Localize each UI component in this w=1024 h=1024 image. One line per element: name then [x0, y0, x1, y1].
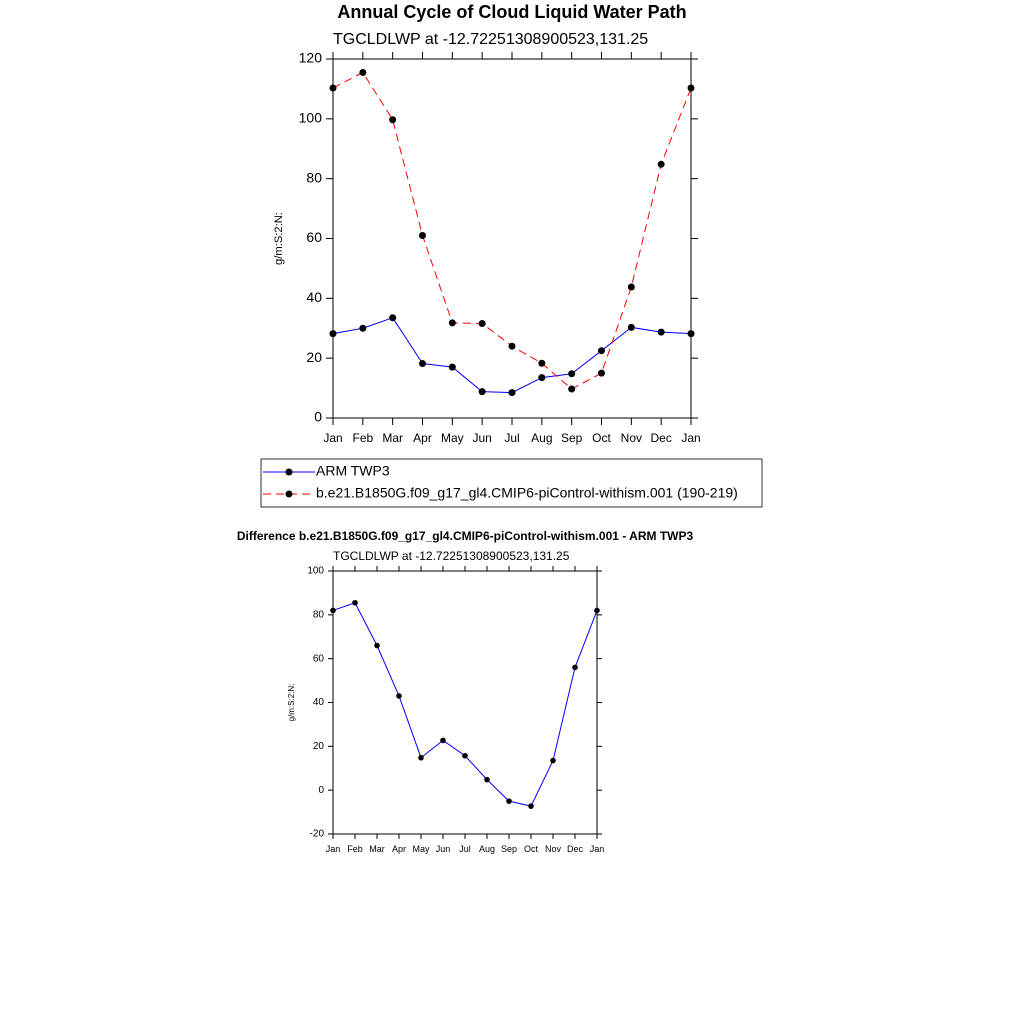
y-tick-label: 40: [313, 697, 325, 708]
plot-frame: [332, 570, 598, 835]
y-tick-label: 0: [314, 409, 322, 425]
x-tick-label: Jun: [436, 844, 451, 854]
y-tick-label: 80: [306, 169, 322, 185]
x-tick-label: Aug: [531, 431, 552, 445]
y-axis-label: g/m:S:2:N:: [287, 684, 296, 722]
chart-title: Annual Cycle of Cloud Liquid Water Path: [337, 2, 686, 22]
x-tick-label: Apr: [413, 431, 432, 445]
data-point: [627, 283, 635, 291]
data-point: [448, 363, 456, 371]
y-axis-label: g/m:S:2:N:: [273, 212, 285, 265]
y-tick-label: 0: [318, 785, 324, 796]
data-point: [550, 757, 556, 764]
y-tick-label: 100: [299, 110, 323, 126]
data-point: [687, 84, 695, 92]
data-point: [627, 323, 635, 331]
series-line: [332, 317, 692, 394]
y-tick-label: 40: [306, 289, 322, 305]
x-tick-label: Feb: [347, 844, 363, 854]
data-point: [329, 84, 337, 92]
data-point: [594, 607, 600, 614]
series-line: [332, 71, 692, 390]
data-point: [528, 803, 534, 809]
plot-frame: [332, 58, 692, 419]
data-point: [462, 752, 468, 759]
x-tick-label: Oct: [524, 844, 539, 854]
data-point: [419, 232, 426, 240]
series-line: [332, 602, 598, 807]
data-point: [329, 330, 337, 338]
data-point: [352, 599, 358, 606]
y-tick-label: 80: [313, 609, 325, 620]
data-point: [657, 160, 665, 168]
x-tick-label: May: [412, 844, 430, 854]
x-tick-label: Oct: [592, 431, 611, 445]
chart-title: Difference b.e21.B1850G.f09_g17_gl4.CMIP…: [237, 529, 694, 543]
data-point: [508, 389, 516, 397]
data-point: [478, 388, 486, 396]
data-point: [687, 330, 695, 338]
x-tick-label: Dec: [567, 844, 584, 854]
data-point: [374, 642, 380, 649]
legend-marker: [285, 490, 293, 498]
x-tick-label: Jan: [681, 431, 700, 445]
x-tick-label: Feb: [352, 431, 373, 445]
y-tick-label: 120: [299, 50, 323, 66]
x-tick-label: Aug: [479, 844, 495, 854]
y-tick-label: 60: [313, 653, 325, 664]
data-point: [598, 347, 605, 355]
x-tick-label: Mar: [382, 431, 403, 445]
y-tick-label: -20: [310, 829, 325, 840]
x-tick-label: Jan: [323, 431, 342, 445]
data-point: [359, 324, 367, 332]
data-point: [598, 369, 605, 377]
x-tick-label: Jan: [590, 844, 605, 854]
y-tick-label: 20: [306, 349, 322, 365]
x-tick-label: Mar: [369, 844, 385, 854]
data-point: [419, 360, 426, 368]
data-point: [657, 328, 665, 336]
data-point: [359, 68, 367, 76]
data-point: [508, 342, 516, 350]
x-tick-label: Jul: [504, 431, 519, 445]
y-tick-label: 20: [313, 741, 325, 752]
legend-label: ARM TWP3: [316, 463, 390, 479]
chart-subtitle: TGCLDLWP at -12.72251308900523,131.25: [333, 31, 648, 48]
legend-marker: [285, 468, 293, 476]
x-tick-label: Jun: [472, 431, 491, 445]
data-point: [448, 319, 456, 327]
y-tick-label: 100: [307, 566, 324, 577]
chart-subtitle: TGCLDLWP at -12.72251308900523,131.25: [333, 549, 570, 563]
data-point: [568, 370, 576, 378]
data-point: [330, 607, 336, 614]
data-point: [572, 664, 578, 671]
data-point: [506, 798, 512, 804]
data-point: [538, 374, 546, 382]
data-point: [568, 385, 576, 393]
y-tick-label: 60: [306, 229, 322, 245]
x-tick-label: Sep: [501, 844, 517, 854]
data-point: [389, 116, 397, 124]
legend-box: [260, 458, 763, 508]
data-point: [389, 314, 397, 322]
x-tick-label: Jan: [326, 844, 341, 854]
x-tick-label: Nov: [545, 844, 562, 854]
x-tick-label: Jul: [459, 844, 471, 854]
x-tick-label: Apr: [392, 844, 406, 854]
x-tick-label: Dec: [650, 431, 671, 445]
x-tick-label: Sep: [561, 431, 583, 445]
data-point: [396, 693, 402, 699]
legend-label: b.e21.B1850G.f09_g17_gl4.CMIP6-piControl…: [316, 485, 738, 501]
data-point: [484, 776, 490, 783]
x-tick-label: Nov: [621, 431, 642, 445]
data-point: [418, 754, 424, 761]
data-point: [538, 359, 546, 367]
data-point: [478, 319, 486, 327]
x-tick-label: May: [441, 431, 464, 445]
data-point: [440, 737, 446, 744]
